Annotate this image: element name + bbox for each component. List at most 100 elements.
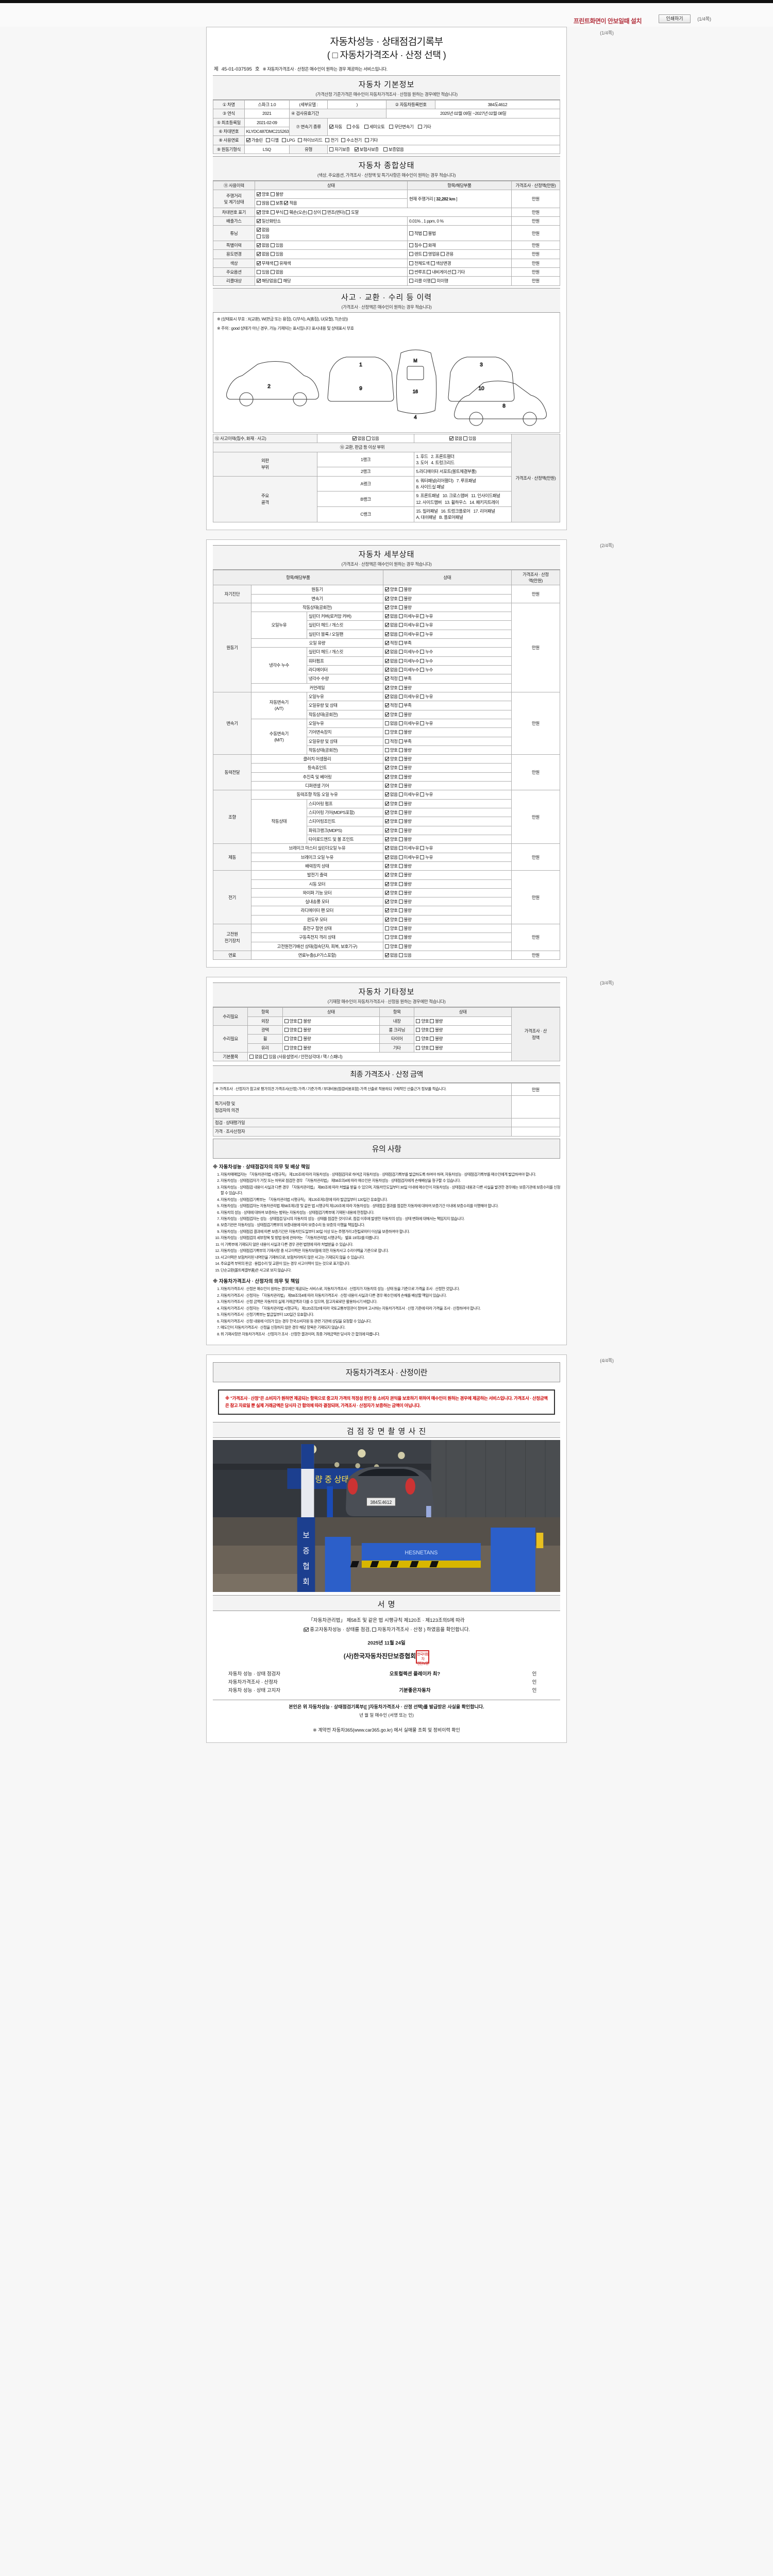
checkbox-icon[interactable] (384, 828, 389, 833)
checkbox-icon[interactable] (463, 436, 468, 441)
checkbox-icon[interactable] (423, 252, 427, 257)
spec-value[interactable] (511, 1095, 561, 1119)
checkbox-icon[interactable] (384, 890, 389, 895)
checkbox-icon[interactable] (409, 231, 413, 235)
checkbox-icon[interactable] (270, 192, 275, 197)
checkbox-icon[interactable] (409, 269, 413, 274)
checkbox-icon[interactable] (430, 1045, 434, 1050)
checkbox-icon[interactable] (384, 685, 389, 690)
color-repaint[interactable]: 전체도색 색상변경 (407, 258, 512, 268)
checkbox-icon[interactable] (256, 261, 261, 265)
checkbox-icon[interactable] (384, 944, 389, 948)
checkbox-icon[interactable] (384, 774, 389, 779)
checkbox-icon[interactable] (270, 201, 275, 206)
checkbox-icon[interactable] (431, 279, 436, 283)
fuel-opt-5[interactable]: 수소전기 (341, 137, 362, 143)
checkbox-icon[interactable] (398, 694, 403, 699)
etc-o1-1[interactable]: 양호 불량 (282, 1025, 380, 1035)
state-idle[interactable]: 양호 불량 (382, 602, 512, 613)
checkbox-icon[interactable] (398, 721, 403, 725)
checkbox-icon[interactable] (384, 846, 389, 851)
etc-o1-0[interactable]: 양호 불량 (282, 1016, 380, 1026)
state-clutch[interactable]: 양호 불량 (382, 754, 512, 764)
state-mt-leak[interactable]: 없음 미세누유 누유 (382, 718, 512, 728)
checkbox-icon[interactable] (270, 243, 275, 247)
state-steering-joint[interactable]: 양호 불량 (382, 817, 512, 826)
mileage-amount[interactable]: 많음 보통 적음 (254, 198, 408, 208)
vin-mark-options[interactable]: 양호 부식 훼손(오손) 상이 변조(변타) 도말 (254, 207, 512, 217)
checkbox-icon[interactable] (384, 837, 389, 841)
checkbox-icon[interactable] (346, 125, 351, 129)
checkbox-icon[interactable] (398, 810, 403, 815)
checkbox-icon[interactable] (423, 231, 427, 235)
checkbox-icon[interactable] (398, 846, 403, 851)
checkbox-icon[interactable] (398, 900, 403, 904)
checkbox-icon[interactable] (278, 279, 282, 283)
checkbox-icon[interactable] (398, 623, 403, 628)
checkbox-icon[interactable] (398, 757, 403, 761)
checkbox-icon[interactable] (305, 1627, 309, 1632)
checkbox-icon[interactable] (270, 269, 275, 274)
etc-o1-2[interactable]: 양호 불량 (282, 1034, 380, 1044)
checkbox-icon[interactable] (256, 269, 261, 274)
state-commonrail[interactable]: 양호 불량 (382, 683, 512, 692)
checkbox-icon[interactable] (256, 201, 261, 206)
checkbox-icon[interactable] (265, 138, 270, 143)
trans-opt-4[interactable]: 기타 (418, 124, 431, 130)
checkbox-icon[interactable] (398, 792, 403, 797)
checkbox-icon[interactable] (384, 801, 389, 806)
trans-opt-1[interactable]: 수동 (346, 124, 360, 130)
checkbox-icon[interactable] (420, 632, 425, 636)
state-master-cyl[interactable]: 없음 미세누유 누유 (382, 843, 512, 853)
state-waterpump[interactable]: 없음 미세누수 누수 (382, 656, 512, 666)
checkbox-icon[interactable] (364, 125, 368, 129)
checkbox-icon[interactable] (256, 243, 261, 247)
checkbox-icon[interactable] (329, 125, 334, 129)
checkbox-icon[interactable] (256, 279, 261, 283)
checkbox-icon[interactable] (398, 703, 403, 708)
checkbox-icon[interactable] (346, 210, 350, 214)
checkbox-icon[interactable] (384, 882, 389, 886)
usage-options[interactable]: 없음 있음 (254, 249, 408, 259)
checkbox-icon[interactable] (420, 846, 425, 851)
checkbox-icon[interactable] (420, 623, 425, 628)
checkbox-icon[interactable] (384, 739, 389, 743)
tuning-options[interactable]: 없음 있음 (254, 225, 408, 241)
checkbox-icon[interactable] (398, 596, 403, 601)
checkbox-icon[interactable] (398, 935, 403, 940)
checkbox-icon[interactable] (389, 125, 394, 129)
etc-o1-3[interactable]: 양호 불량 (282, 1043, 380, 1053)
accident-opts-2[interactable]: 없음 있음 (414, 434, 512, 444)
checkbox-icon[interactable] (409, 252, 413, 257)
checkbox-icon[interactable] (384, 748, 389, 752)
checkbox-icon[interactable] (409, 243, 413, 247)
checkbox-icon[interactable] (452, 269, 457, 274)
checkbox-icon[interactable] (430, 261, 435, 265)
checkbox-icon[interactable] (298, 1027, 303, 1032)
state-power-crank[interactable]: 양호 불량 (382, 825, 512, 835)
checkbox-icon[interactable] (427, 269, 431, 274)
state-cvjoint[interactable]: 양호 불량 (382, 763, 512, 773)
checkbox-icon[interactable] (398, 926, 403, 931)
checkbox-icon[interactable] (322, 210, 326, 214)
checkbox-icon[interactable] (398, 784, 403, 788)
special-options[interactable]: 없음 있음 (254, 240, 408, 250)
checkbox-icon[interactable] (398, 587, 403, 592)
checkbox-icon[interactable] (308, 210, 312, 214)
checkbox-icon[interactable] (420, 668, 425, 672)
checkbox-icon[interactable] (423, 243, 427, 247)
warranty-options[interactable]: 자기보증 보험사보증 보증없음 (327, 144, 560, 154)
checkbox-icon[interactable] (398, 605, 403, 609)
checkbox-icon[interactable] (384, 819, 389, 824)
checkbox-icon[interactable] (398, 685, 403, 690)
checkbox-icon[interactable] (398, 614, 403, 619)
state-block-pan[interactable]: 없음 미세누유 누유 (382, 629, 512, 639)
checkbox-icon[interactable] (398, 801, 403, 806)
state-at-idle[interactable]: 양호 불량 (382, 709, 512, 719)
checkbox-icon[interactable] (354, 147, 359, 151)
etc-o2-1[interactable]: 양호 불량 (414, 1025, 512, 1035)
checkbox-icon[interactable] (440, 252, 445, 257)
state-starter[interactable]: 양호 불량 (382, 879, 512, 889)
state-rocker[interactable]: 없음 미세누유 누유 (382, 612, 512, 621)
car-diagram[interactable]: 2 1 9 M 16 3 10 8 (216, 334, 557, 430)
